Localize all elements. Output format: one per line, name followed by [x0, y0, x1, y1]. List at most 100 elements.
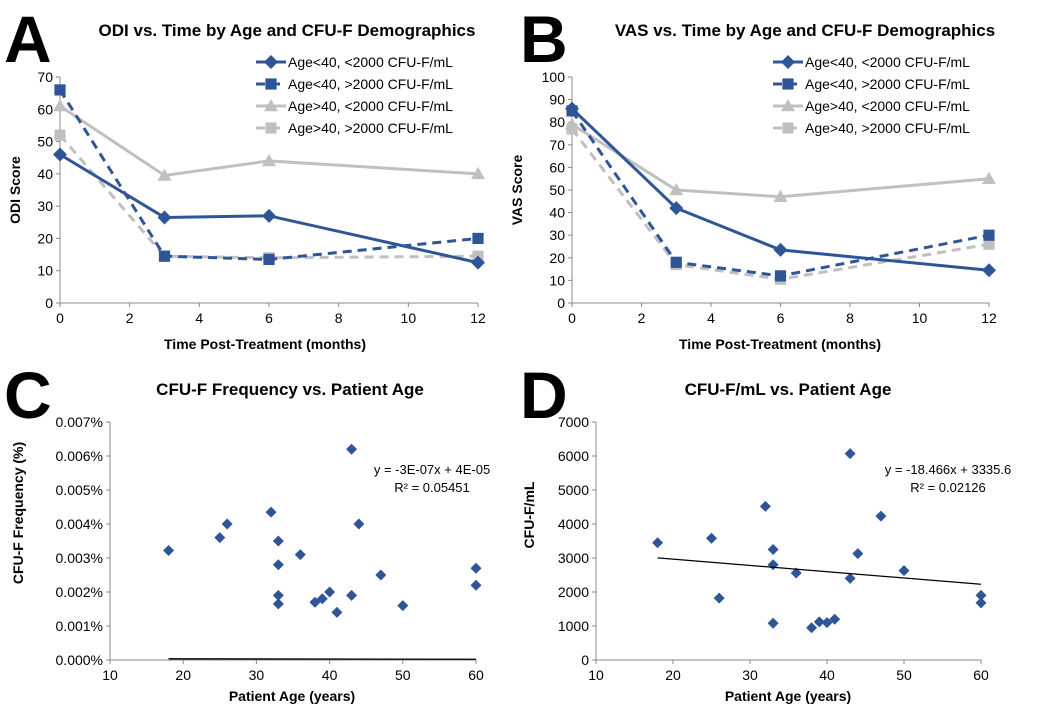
panel-d-xlabel: Patient Age (years)	[725, 688, 851, 704]
panel-b-legend-marker-2	[782, 78, 794, 90]
panel-a-ylabel: ODI Score	[7, 156, 23, 224]
panel-d-points	[652, 448, 987, 634]
panel-c-axes: 0.000% 0.001% 0.002% 0.003% 0.004% 0.005% 0.00…	[56, 414, 484, 683]
panel-a-legend-label-3: Age>40, <2000 CFU-F/mL	[288, 98, 453, 114]
panel-b-series-2-point	[983, 229, 995, 241]
panel-c-title: CFU-F Frequency vs. Patient Age	[156, 380, 424, 399]
panel-d-point	[790, 567, 802, 579]
panel-d-xtick-label: 60	[973, 667, 989, 683]
panel-a-legend: Age<40, <2000 CFU-F/mL Age<40, >2000 CFU-…	[256, 54, 453, 136]
panel-a-series-3-line	[59, 104, 479, 178]
panel-a-series-4-line	[58, 134, 479, 260]
panel-a-series-2-point	[158, 250, 171, 262]
panel-b-series-1-point	[565, 101, 579, 116]
panel-b-series-1-point	[669, 201, 684, 216]
panel-a-legend-label-2: Age<40, >2000 CFU-F/mL	[288, 76, 453, 92]
panel-a-ytick-label: 40	[37, 166, 53, 182]
panel-d-axes: 0 1000 2000 3000 4000 5000 6000 7000 10 20 30 40 50 6…	[558, 414, 989, 683]
panel-d-equation: y = -18.466x + 3335.6	[885, 462, 1011, 477]
panel-c-ytick-label: 0.005%	[56, 482, 103, 498]
panel-b-xlabel: Time Post-Treatment (months)	[679, 336, 881, 352]
panel-d-xtick-label: 40	[819, 667, 835, 683]
panel-c-point	[272, 598, 284, 610]
panel-b-xtick-label: 12	[981, 310, 997, 326]
panel-a-series-3-point	[471, 166, 485, 180]
panel-c-ytick-label: 0.000%	[56, 652, 103, 668]
panel-c-point	[353, 518, 365, 530]
panel-b-xtick-label: 10	[912, 310, 928, 326]
panel-c-ytick-label: 0.006%	[56, 448, 103, 464]
panel-a-xtick-label: 2	[126, 310, 134, 326]
panel-c-point	[214, 532, 226, 544]
panel-a-legend-marker-4	[265, 122, 277, 134]
panel-b-series-3-point	[982, 171, 996, 184]
panel-c-point	[316, 593, 328, 605]
panel-b-series-2-line	[570, 110, 990, 278]
panel-c-ytick-label: 0.002%	[56, 584, 103, 600]
panel-a-series-1-point	[157, 210, 172, 225]
panel-a-series-3-point	[53, 99, 67, 112]
panel-d-point	[806, 622, 818, 634]
panel-d-title: CFU-F/mL vs. Patient Age	[685, 380, 892, 399]
panel-d-xtick-label: 30	[742, 667, 758, 683]
panel-c-xtick-label: 50	[395, 667, 411, 683]
panel-d-point	[767, 559, 779, 571]
panel-a-legend-label-1: Age<40, <2000 CFU-F/mL	[288, 54, 453, 70]
panel-d-ytick-label: 7000	[558, 414, 589, 430]
panel-d-point	[975, 589, 987, 601]
panel-letter-b: B	[520, 2, 568, 76]
panel-b-ytick-label: 80	[549, 114, 565, 130]
panel-a-ytick-label: 10	[37, 263, 53, 279]
panel-a-series-2	[54, 84, 484, 266]
panel-a-legend-marker-1	[264, 55, 278, 69]
panel-b-series-1-point	[982, 263, 996, 278]
panel-a-ytick-label: 60	[37, 101, 53, 117]
panel-a-xtick-label: 6	[265, 310, 273, 326]
panel-b-ylabel: VAS Score	[509, 155, 525, 226]
panel-b-xtick-label: 0	[568, 310, 576, 326]
panel-b-xtick-label: 6	[777, 310, 785, 326]
panel-d-ytick-label: 1000	[558, 618, 589, 634]
panel-a-xtick-label: 10	[401, 310, 417, 326]
panel-c-point	[375, 569, 387, 581]
panel-b-axes: 0 10 20 30 40 50 60 70 80 90 100 0 2 4 6 8 10 12	[542, 69, 997, 326]
panel-c-xtick-label: 30	[249, 667, 265, 683]
panel-d-ytick-label: 5000	[558, 482, 589, 498]
panel-d-xtick-label: 10	[588, 667, 604, 683]
panel-b-series-1-point	[773, 242, 788, 257]
panel-d-point	[975, 597, 987, 609]
panel-b-title: VAS vs. Time by Age and CFU-F Demographi…	[615, 21, 995, 40]
panel-b-series-1	[565, 101, 996, 278]
panel-d-point	[875, 510, 887, 522]
panel-b-ytick-label: 70	[549, 137, 565, 153]
panel-b-xtick-label: 2	[638, 310, 646, 326]
panel-c-point	[265, 506, 277, 518]
panel-b-ytick-label: 90	[549, 92, 565, 108]
panel-c-point	[272, 559, 284, 571]
panel-b-ytick-label: 100	[542, 69, 566, 85]
panel-a-ytick-label: 50	[37, 134, 53, 150]
panel-c-ylabel: CFU-F Frequency (%)	[10, 442, 26, 584]
panel-a-ytick-label: 30	[37, 198, 53, 214]
panel-c-ytick-label: 0.003%	[56, 550, 103, 566]
panel-c-ytick-label: 0.007%	[56, 414, 103, 430]
panel-a-series-1-line	[59, 153, 479, 265]
panel-a-ytick-label: 70	[37, 69, 53, 85]
panel-b-xtick-label: 8	[846, 310, 854, 326]
panel-d-xtick-label: 50	[896, 667, 912, 683]
panel-c-point	[470, 579, 482, 591]
panel-c-xtick-label: 60	[468, 667, 484, 683]
panel-a-axes: 0 10 20 30 40 50 60 70 0 2 4 6 8 10 12	[37, 69, 486, 326]
panel-a-ytick-label: 0	[45, 295, 53, 311]
panel-b-ytick-label: 0	[557, 295, 565, 311]
panel-a-series-2-line	[58, 89, 479, 261]
panel-d-ytick-label: 4000	[558, 516, 589, 532]
panel-a-xtick-label: 4	[195, 310, 203, 326]
panel-d-ytick-label: 6000	[558, 448, 589, 464]
panel-d-point	[767, 544, 779, 555]
panel-b-ytick-label: 10	[549, 272, 565, 288]
panel-c-xlabel: Patient Age (years)	[229, 688, 355, 704]
panel-d-point	[713, 592, 725, 604]
panel-b-ytick-label: 50	[549, 182, 565, 198]
